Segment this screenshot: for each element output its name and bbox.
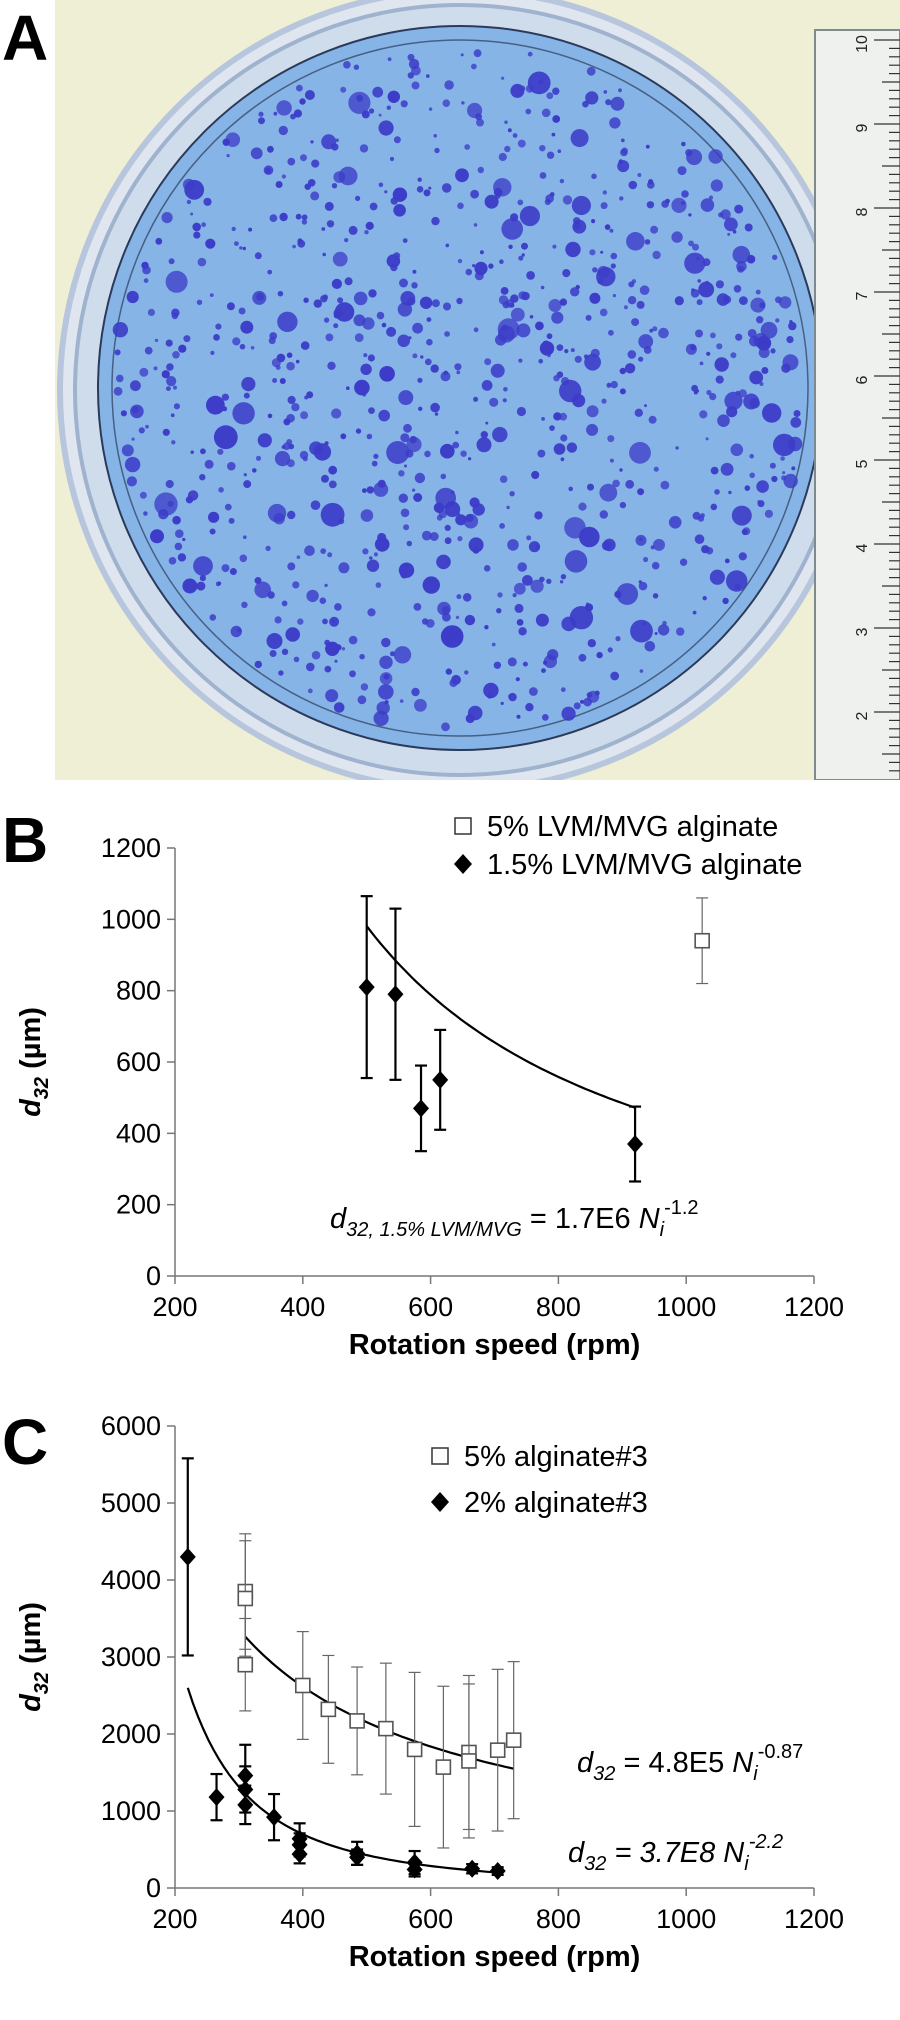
- legend-marker-square: [431, 1447, 449, 1465]
- ruler-label: 2: [854, 711, 871, 720]
- data-point-diamond: [179, 1547, 196, 1566]
- y-tick-label: 2000: [101, 1719, 161, 1749]
- data-point-diamond: [489, 1862, 506, 1881]
- data-point-diamond: [627, 1135, 644, 1154]
- data-point-diamond: [237, 1795, 254, 1814]
- y-tick-label: 400: [116, 1118, 161, 1148]
- x-tick-label: 800: [536, 1904, 581, 1934]
- data-point-diamond: [413, 1099, 430, 1118]
- x-tick-label: 400: [280, 1292, 325, 1322]
- data-point-square: [237, 1590, 254, 1607]
- legend-marker-square: [454, 817, 472, 835]
- data-point-square: [505, 1732, 522, 1748]
- panel-label-a: A: [2, 2, 49, 74]
- petri-dish-photo: 10 9 8 7 6 5 4 3 2: [55, 0, 900, 780]
- data-point-square: [694, 932, 710, 949]
- x-tick-label: 400: [280, 1904, 325, 1934]
- data-point-square: [237, 1656, 254, 1673]
- fit-equation: d32 = 4.8E5 Ni-0.87: [577, 1741, 803, 1785]
- data-point-diamond: [266, 1808, 283, 1827]
- y-tick-label: 5000: [101, 1488, 161, 1518]
- y-tick-label: 4000: [101, 1565, 161, 1595]
- data-point-diamond: [349, 1848, 366, 1867]
- fit-equation: d32, 1.5% LVM/MVG = 1.7E6 Ni-1.2: [330, 1197, 699, 1241]
- ruler-label: 9: [854, 123, 871, 132]
- ruler-label: 7: [854, 291, 871, 300]
- data-point-diamond: [358, 978, 375, 997]
- data-point-square: [320, 1701, 337, 1718]
- y-tick-label: 600: [116, 1047, 161, 1077]
- data-point-square: [461, 1753, 477, 1769]
- data-point-square: [489, 1742, 506, 1758]
- series-open-squares: [237, 1533, 522, 1849]
- x-tick-label: 800: [536, 1292, 581, 1322]
- data-point-square: [378, 1720, 394, 1737]
- legend-label: 2% alginate#3: [464, 1487, 648, 1519]
- y-tick-label: 800: [116, 976, 161, 1006]
- y-tick-label: 200: [116, 1190, 161, 1220]
- legend-label: 1.5% LVM/MVG alginate: [487, 849, 802, 881]
- chart-c: 0 1000 2000 3000 4000 5000 6000 200 400 600 800 100…: [15, 1411, 844, 1973]
- x-tick-label: 600: [408, 1292, 453, 1322]
- x-tick-label: 1000: [656, 1904, 716, 1934]
- x-axis-title: Rotation speed (rpm): [349, 1941, 641, 1973]
- legend-marker-diamond: [454, 854, 472, 874]
- x-tick-label: 200: [152, 1904, 197, 1934]
- data-point-square: [294, 1677, 311, 1694]
- series-filled-diamonds: [179, 1457, 506, 1881]
- legend-marker-diamond: [431, 1492, 449, 1512]
- legend-label: 5% LVM/MVG alginate: [487, 811, 778, 843]
- ruler-label: 3: [854, 627, 871, 636]
- y-tick-label: 1000: [101, 1796, 161, 1826]
- data-point-diamond: [406, 1860, 423, 1879]
- data-point-square: [349, 1713, 365, 1729]
- x-tick-label: 200: [152, 1292, 197, 1322]
- y-axis-title: d32 (µm): [15, 1602, 53, 1712]
- ruler-body: [814, 29, 900, 780]
- data-point-square: [435, 1759, 452, 1775]
- panel-label-c: C: [2, 1406, 49, 1478]
- ruler-label: 5: [854, 459, 871, 468]
- y-tick-label: 0: [146, 1261, 161, 1291]
- y-tick-label: 3000: [101, 1642, 161, 1672]
- y-tick-label: 0: [146, 1873, 161, 1903]
- data-point-diamond: [387, 985, 404, 1004]
- data-point-diamond: [291, 1845, 308, 1864]
- data-point-diamond: [464, 1859, 481, 1878]
- fit-equation: d32 = 3.7E8 Ni-2.2: [568, 1831, 783, 1875]
- series-filled-diamonds: [358, 895, 644, 1183]
- x-tick-label: 600: [408, 1904, 453, 1934]
- x-axis-title: Rotation speed (rpm): [349, 1329, 641, 1361]
- ruler-label: 4: [854, 543, 871, 552]
- bead-dots: [112, 49, 803, 732]
- x-tick-label: 1200: [784, 1904, 844, 1934]
- ruler: 10 9 8 7 6 5 4 3 2: [814, 29, 900, 780]
- legend-label: 5% alginate#3: [464, 1441, 648, 1473]
- data-point-diamond: [432, 1070, 449, 1089]
- ruler-label: 8: [854, 207, 871, 216]
- y-tick-label: 1200: [101, 833, 161, 863]
- series-open-squares: [694, 897, 710, 985]
- data-point-square: [406, 1741, 423, 1758]
- fit-curve: [365, 925, 636, 1109]
- panel-label-b: B: [2, 804, 49, 876]
- ruler-label: 6: [854, 375, 871, 384]
- ruler-label: 10: [854, 35, 871, 53]
- fit-curve: [186, 1687, 498, 1874]
- y-tick-label: 1000: [101, 904, 161, 934]
- data-point-diamond: [208, 1788, 225, 1807]
- y-axis-title: d32 (µm): [15, 1007, 53, 1117]
- x-tick-label: 1000: [656, 1292, 716, 1322]
- y-tick-label: 6000: [101, 1411, 161, 1441]
- x-tick-label: 1200: [784, 1292, 844, 1322]
